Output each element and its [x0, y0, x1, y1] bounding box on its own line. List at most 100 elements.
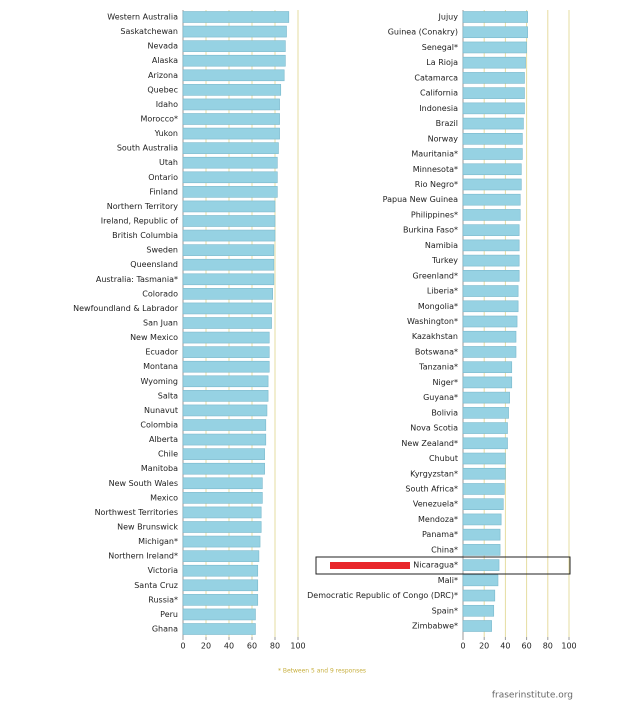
category-label: Mali* [438, 576, 458, 585]
category-label: Mendoza* [418, 515, 458, 524]
bar [182, 171, 278, 184]
category-label: Nunavut [144, 406, 178, 415]
bar [182, 186, 278, 198]
bar [182, 390, 269, 402]
x-tick-label: 100 [561, 642, 576, 651]
highlight-box [315, 556, 571, 575]
bar [182, 623, 256, 635]
highlight-bar [330, 562, 410, 569]
category-label: Jujuy [438, 13, 459, 22]
category-label: Peru [160, 610, 178, 619]
x-tick-label: 0 [180, 642, 185, 651]
bar [462, 102, 525, 115]
category-label: San Juan [143, 319, 178, 328]
category-label: Sweden [146, 246, 178, 255]
bar [462, 528, 501, 541]
category-label: Guinea (Conakry) [388, 28, 458, 37]
bar [462, 422, 508, 434]
category-label: Ghana [152, 625, 178, 634]
category-label: Minnesota* [413, 165, 458, 174]
category-label: Alberta [149, 435, 178, 444]
bar [182, 11, 290, 23]
bar [182, 229, 276, 242]
bar [182, 215, 276, 227]
bar [182, 448, 265, 460]
bar [182, 54, 286, 67]
category-label: Queensland [130, 260, 178, 269]
footnote: * Between 5 and 9 responses [278, 668, 366, 675]
bar [462, 224, 520, 236]
category-label: Michigan* [138, 537, 178, 546]
category-label: Mongolia* [418, 302, 458, 311]
bar [182, 156, 278, 169]
bar [182, 25, 287, 38]
category-label: British Columbia [112, 231, 178, 240]
category-label: Kazakhstan [412, 332, 458, 341]
bar [462, 467, 506, 480]
bar [462, 209, 521, 221]
bar [462, 620, 492, 632]
bar [182, 142, 279, 154]
bar [462, 437, 508, 450]
category-label: Rio Negro* [415, 180, 458, 189]
category-label: Ecuador [145, 348, 178, 357]
bar [462, 559, 500, 571]
bar [462, 285, 519, 297]
category-label: Namibia [425, 241, 458, 250]
bar [462, 498, 504, 511]
bar [462, 361, 513, 373]
category-label: Santa Cruz [134, 581, 178, 590]
bar [462, 72, 525, 84]
bar [182, 273, 275, 286]
category-label: Burkina Faso* [403, 226, 458, 235]
category-label: Catamarca [414, 73, 458, 82]
category-label: Washington* [407, 317, 458, 326]
bar [182, 40, 286, 52]
bar [462, 604, 495, 617]
bar [182, 317, 272, 329]
category-label: Western Australia [107, 13, 178, 22]
category-label: Yukon [154, 129, 178, 138]
bar [462, 330, 517, 343]
bar [462, 452, 506, 465]
x-tick-label: 60 [247, 642, 257, 651]
category-label: Senegal* [422, 43, 458, 52]
category-label: Niger* [433, 378, 459, 387]
bar [462, 544, 501, 556]
category-label: Nevada [147, 42, 178, 51]
category-label: Guyana* [423, 393, 458, 402]
category-label: Greenland* [413, 271, 459, 280]
category-label: Northwest Territories [95, 508, 178, 517]
bar [182, 419, 267, 431]
bar [462, 148, 523, 160]
bar [182, 433, 267, 446]
bar [182, 579, 259, 592]
category-label: Philippines* [411, 210, 458, 219]
bar [462, 391, 510, 404]
category-label: Wyoming [140, 377, 178, 386]
bar [462, 56, 526, 69]
category-label: Northern Ireland* [108, 552, 178, 561]
category-label: Botswana* [415, 347, 458, 356]
bar [462, 574, 499, 587]
category-label: Russia* [148, 595, 178, 604]
bar [462, 239, 520, 252]
bar [182, 346, 270, 358]
category-label: Tanzania* [418, 363, 458, 372]
category-label: Ireland, Republic of [101, 217, 178, 226]
bar [182, 288, 273, 300]
bar [462, 315, 518, 328]
bar [182, 375, 269, 388]
category-label: Newfoundland & Labrador [73, 304, 179, 313]
category-label: New Brunswick [117, 523, 178, 532]
category-label: Kyrgyzstan* [410, 469, 458, 478]
category-label: Finland [149, 187, 178, 196]
category-label: Brazil [436, 119, 458, 128]
bar [462, 26, 528, 39]
bar [182, 360, 270, 373]
category-label: Ontario [148, 173, 178, 182]
category-label: New Zealand* [401, 439, 458, 448]
category-label: Idaho [156, 100, 178, 109]
bar [462, 376, 513, 389]
category-label: Alaska [152, 56, 178, 65]
